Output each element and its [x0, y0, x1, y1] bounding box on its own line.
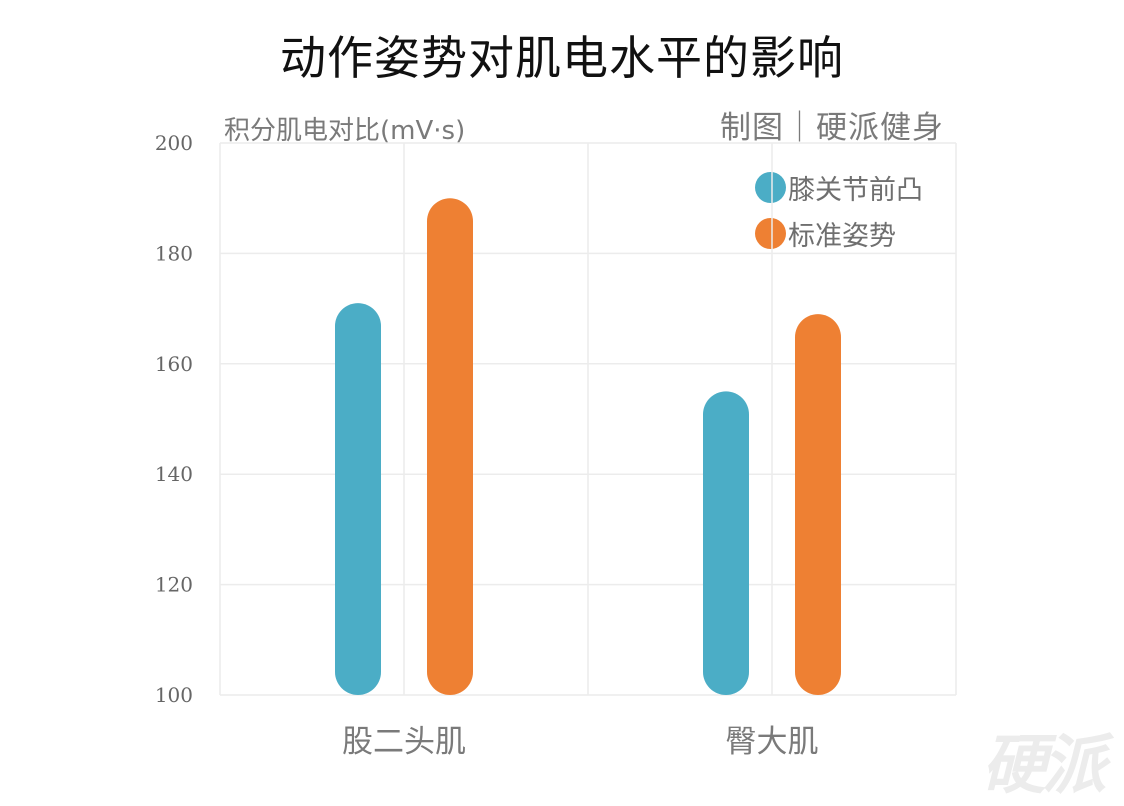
legend-swatch-series-0 [755, 171, 786, 203]
y-tick-label-3: 160 [155, 352, 193, 376]
x-category-label-0: 股二头肌 [342, 724, 466, 760]
credit-text: 制图｜硬派健身 [720, 110, 944, 146]
legend-item-series-0: 膝关节前凸 [755, 164, 923, 210]
y-tick-label-4: 180 [155, 241, 193, 265]
y-tick-label-2: 140 [155, 462, 193, 486]
bar-1-series-1 [795, 314, 841, 695]
y-tick-label-5: 200 [155, 131, 193, 155]
y-tick-label-1: 120 [155, 573, 193, 597]
legend-item-series-1: 标准姿势 [755, 210, 923, 256]
bar-0-series-0 [335, 303, 381, 695]
legend-label-series-1: 标准姿势 [788, 220, 896, 252]
watermark-logo: 硬派 [982, 729, 1106, 803]
x-category-label-1: 臀大肌 [726, 724, 819, 760]
y-tick-label-0: 100 [155, 683, 193, 707]
bar-0-series-1 [427, 198, 473, 695]
legend-swatch-series-1 [755, 217, 786, 249]
bar-1-series-0 [703, 391, 749, 695]
legend: 膝关节前凸 标准姿势 [755, 164, 923, 256]
chart-title: 动作姿势对肌电水平的影响 [280, 31, 844, 85]
y-axis-label: 积分肌电对比(mV·s) [224, 116, 466, 146]
legend-label-series-0: 膝关节前凸 [788, 174, 923, 206]
